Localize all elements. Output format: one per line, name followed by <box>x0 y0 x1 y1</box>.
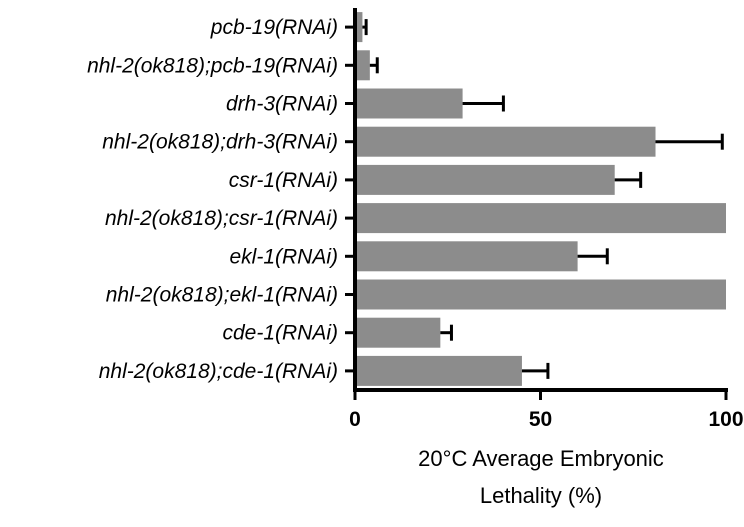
y-tick-label-3: nhl-2(ok818);drh-3(RNAi) <box>102 131 338 154</box>
error-bar-9 <box>521 362 550 379</box>
bar-1 <box>355 50 370 81</box>
bar-9 <box>355 355 522 386</box>
y-tick-label-6: ekl-1(RNAi) <box>229 245 338 268</box>
axes-layer <box>345 8 728 400</box>
error-bar-1 <box>369 57 379 74</box>
bar-4 <box>355 164 615 195</box>
error-bar-3 <box>655 133 724 150</box>
y-tick-label-9: nhl-2(ok818);cde-1(RNAi) <box>99 360 338 383</box>
y-tick-label-0: pcb-19(RNAi) <box>210 16 338 39</box>
error-bar-6 <box>577 248 609 265</box>
x-axis-title-line-1: 20°C Average Embryonic <box>418 446 664 471</box>
bars-layer <box>355 12 726 386</box>
bar-3 <box>355 126 656 157</box>
bar-2 <box>355 88 463 119</box>
y-tick-label-5: nhl-2(ok818);csr-1(RNAi) <box>105 207 338 230</box>
y-tick-label-1: nhl-2(ok818);pcb-19(RNAi) <box>87 54 338 77</box>
x-axis-title-line-2: Lethality (%) <box>480 483 602 508</box>
error-bars-layer <box>362 19 724 379</box>
bar-6 <box>355 241 578 272</box>
labels-layer: pcb-19(RNAi) nhl-2(ok818);pcb-19(RNAi) drh… <box>87 16 743 431</box>
error-bar-2 <box>462 95 505 112</box>
error-bar-4 <box>614 171 643 188</box>
bar-7 <box>355 279 726 310</box>
bar-5 <box>355 203 726 234</box>
x-tick-label-2: 100 <box>708 408 743 431</box>
x-tick-label-0: 0 <box>349 408 361 431</box>
error-bar-0 <box>362 19 368 36</box>
y-tick-label-4: csr-1(RNAi) <box>229 169 338 192</box>
x-tick-label-1: 50 <box>529 408 552 431</box>
y-tick-label-8: cde-1(RNAi) <box>222 322 338 345</box>
y-tick-label-7: nhl-2(ok818);ekl-1(RNAi) <box>106 284 338 307</box>
error-bar-8 <box>440 324 453 341</box>
bar-0 <box>355 12 363 43</box>
y-tick-label-2: drh-3(RNAi) <box>226 93 338 116</box>
bar-8 <box>355 317 441 348</box>
